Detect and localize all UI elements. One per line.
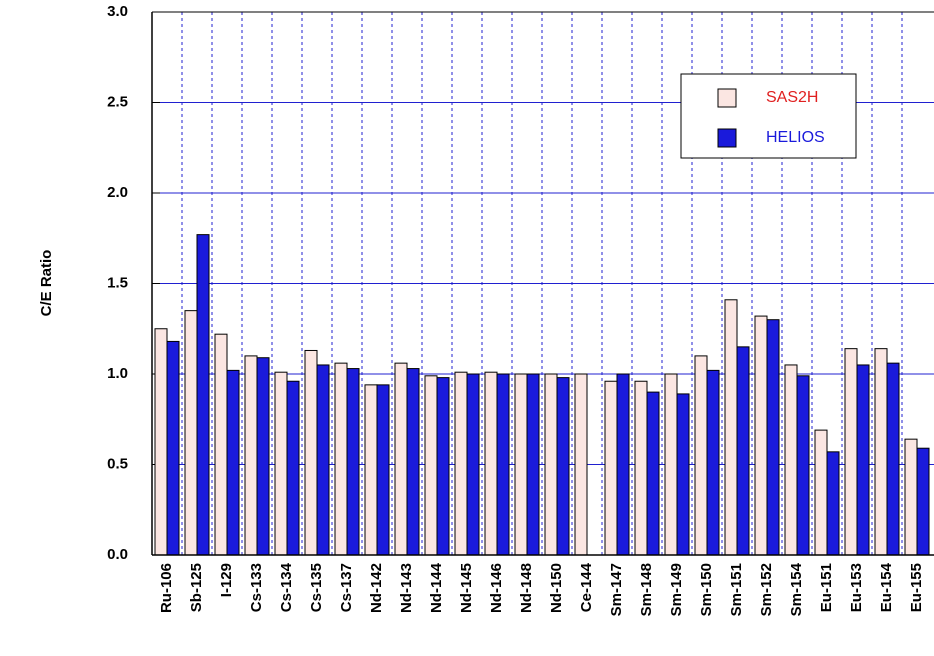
- bar: [244, 355, 258, 556]
- y-tick-label: 0.5: [107, 455, 128, 472]
- bar: [574, 373, 588, 556]
- bar: [214, 333, 228, 556]
- bar: [544, 373, 558, 556]
- bar: [844, 348, 858, 556]
- x-tick-label: Ru-106: [158, 563, 175, 613]
- bar: [364, 384, 378, 556]
- bar: [646, 391, 660, 556]
- legend-swatch: [717, 128, 737, 148]
- legend-label: HELIOS: [766, 129, 825, 146]
- bar: [706, 369, 720, 556]
- bar: [424, 375, 438, 556]
- bar: [784, 364, 798, 556]
- x-tick-label: Nd-143: [398, 563, 415, 613]
- bar: [664, 373, 678, 556]
- bar: [736, 346, 750, 556]
- x-tick-label: Nd-145: [458, 563, 475, 613]
- x-tick-label: Sm-147: [608, 563, 625, 616]
- bar: [724, 299, 738, 556]
- bar: [826, 451, 840, 556]
- bar: [604, 380, 618, 556]
- bar: [616, 373, 630, 556]
- bar: [694, 355, 708, 556]
- bar: [346, 368, 360, 556]
- y-axis-title: C/E Ratio: [38, 250, 55, 317]
- bar: [484, 371, 498, 556]
- y-tick-label: 1.5: [107, 274, 128, 291]
- bar: [766, 319, 780, 556]
- x-tick-label: Cs-135: [308, 563, 325, 612]
- x-tick-label: Sm-150: [698, 563, 715, 616]
- y-tick-label: 2.0: [107, 184, 128, 201]
- x-tick-label: Cs-137: [338, 563, 355, 612]
- y-tick-label: 3.0: [107, 3, 128, 20]
- x-tick-label: Nd-142: [368, 563, 385, 613]
- legend-box: [680, 73, 857, 159]
- bar: [166, 340, 180, 556]
- x-tick-label: Eu-154: [878, 562, 895, 612]
- bar: [304, 349, 318, 556]
- x-tick-label: Cs-133: [248, 563, 265, 612]
- x-tick-label: Ce-144: [578, 562, 595, 612]
- y-tick-label: 1.0: [107, 365, 128, 382]
- legend-swatch: [717, 88, 737, 108]
- y-tick-label: 0.0: [107, 546, 128, 563]
- bar: [334, 362, 348, 556]
- bar: [514, 373, 528, 556]
- x-tick-label: Sm-154: [788, 562, 805, 616]
- bar: [874, 348, 888, 556]
- x-tick-label: Sm-149: [668, 563, 685, 616]
- legend: SAS2H HELIOS: [680, 73, 857, 159]
- bar: [226, 369, 240, 556]
- x-tick-label: Nd-148: [518, 563, 535, 613]
- bar: [634, 380, 648, 556]
- bar: [496, 373, 510, 556]
- x-tick-label: Cs-134: [278, 562, 295, 612]
- x-tick-label: Eu-155: [908, 563, 925, 612]
- bar: [754, 315, 768, 556]
- bar: [556, 377, 570, 556]
- x-tick-label: Eu-153: [848, 563, 865, 612]
- x-tick-label: Sm-148: [638, 563, 655, 616]
- bar: [196, 234, 210, 556]
- bar: [904, 438, 918, 556]
- bar: [154, 328, 168, 556]
- bar: [466, 373, 480, 556]
- x-tick-label: I-129: [218, 563, 235, 597]
- y-tick-label: 2.5: [107, 93, 128, 110]
- x-tick-label: Nd-144: [428, 562, 445, 613]
- bar: [394, 362, 408, 556]
- x-tick-label: Sm-151: [728, 563, 745, 616]
- x-tick-label: Eu-151: [818, 563, 835, 612]
- bar: [916, 447, 930, 556]
- bar: [886, 362, 900, 556]
- bar: [856, 364, 870, 556]
- bar: [526, 373, 540, 556]
- x-tick-label: Sm-152: [758, 563, 775, 616]
- bar: [256, 357, 270, 556]
- x-tick-label: Sb-125: [188, 563, 205, 612]
- bar: [184, 310, 198, 556]
- x-tick-label: Nd-150: [548, 563, 565, 613]
- bar: [454, 371, 468, 556]
- bar: [676, 393, 690, 556]
- bar: [286, 380, 300, 556]
- bar: [406, 368, 420, 556]
- bar: [376, 384, 390, 556]
- bar: [436, 377, 450, 556]
- bar: [796, 375, 810, 556]
- bar: [814, 429, 828, 556]
- x-tick-label: Nd-146: [488, 563, 505, 613]
- legend-label: SAS2H: [766, 89, 818, 106]
- bar: [274, 371, 288, 556]
- bar: [316, 364, 330, 556]
